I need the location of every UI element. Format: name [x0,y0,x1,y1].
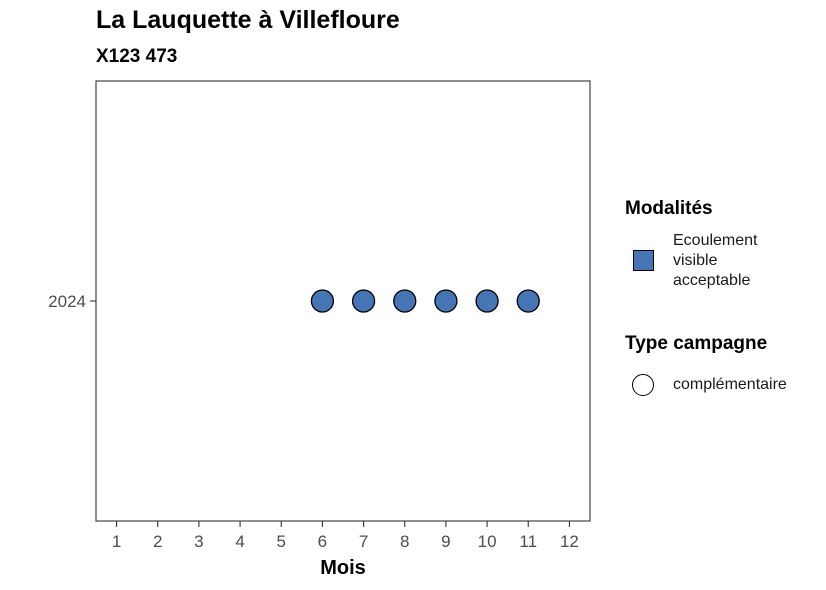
plot-panel [95,80,591,522]
data-point [310,289,335,313]
y-tick-label: 2024 [48,292,86,311]
legend-key-type-campagne [632,374,654,396]
legend-title-modalites: Modalités [625,198,713,219]
data-point [351,289,376,313]
x-tick-label: 4 [235,532,244,551]
x-axis: 1 2 3 4 5 6 7 8 9 10 11 12 [112,521,579,551]
legend-label-modalite: Ecoulement visible acceptable [673,232,758,289]
data-point [516,289,540,313]
data-point [393,289,417,313]
x-axis-label: Mois [320,557,366,579]
x-tick-label: 7 [359,532,368,551]
x-tick-label: 12 [560,532,579,551]
legend-label-type-campagne: complémentaire [673,376,787,393]
chart-subtitle: X123 473 [96,46,178,67]
x-tick-label: 11 [519,532,537,551]
x-tick-label: 10 [478,532,497,551]
legend-key-modalite [633,250,654,271]
data-points [310,289,540,313]
x-tick-label: 9 [441,532,450,551]
data-point [475,289,499,313]
y-axis: 2024 [48,292,96,311]
x-tick-label: 3 [194,532,203,551]
x-tick-label: 1 [112,532,121,551]
x-tick-label: 5 [277,532,286,551]
data-point [434,289,458,313]
x-tick-label: 2 [153,532,162,551]
chart-title: La Lauquette à Villefloure [96,6,400,34]
x-tick-label: 8 [400,532,409,551]
legend-title-type-campagne: Type campagne [625,333,768,354]
x-tick-label: 6 [318,532,327,551]
